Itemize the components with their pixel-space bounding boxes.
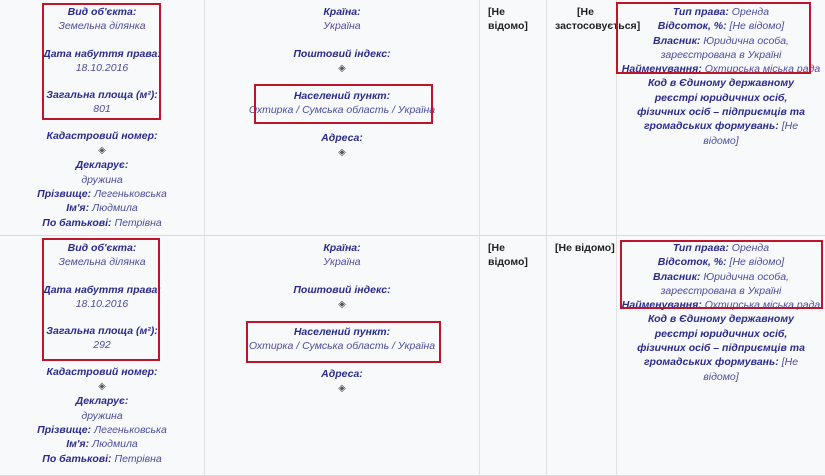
owner-name-value: Охтирська міська рада (704, 299, 821, 312)
percent-value: [Не відомо] (729, 20, 785, 33)
col3-cell: [Не відомо] (480, 236, 547, 475)
object-type-value: Земельна ділянка (58, 256, 146, 269)
col4-cell: [Не відомо] (547, 236, 617, 475)
owner-value: Юридична особа, зареєстрована в Україні (660, 34, 789, 61)
location-cell: Країна: Україна Поштовий індекс: ◈ Насел… (205, 236, 480, 475)
eye-slash-icon: ◈ (98, 145, 106, 157)
postal-label: Поштовий індекс: (293, 47, 391, 60)
owner-name-value: Охтирська міська рада (704, 63, 821, 76)
address-label: Адреса: (321, 131, 363, 144)
object-cell: Вид об'єкта: Земельна ділянка Дата набут… (0, 0, 205, 235)
area-value: 801 (93, 103, 111, 116)
surname-value: Легеньковська (93, 423, 167, 436)
name-label: Ім'я: (66, 202, 90, 215)
object-type-label: Вид об'єкта: (67, 242, 137, 254)
percent-label: Відсоток, %: (657, 256, 727, 269)
owner-label: Власник: (653, 270, 701, 283)
locality-value: Охтирка / Сумська область / Україна (248, 104, 436, 117)
date-value: 18.10.2016 (75, 61, 129, 74)
percent-label: Відсоток, %: (657, 20, 727, 33)
patronymic-value: Петрівна (114, 452, 162, 465)
col4-cell: [Не застосовується] (547, 0, 640, 235)
owner-value: Юридична особа, зареєстрована в Україні (660, 270, 789, 297)
eye-slash-icon: ◈ (338, 62, 346, 74)
code-value: [Не відомо] (703, 356, 799, 383)
cadastral-label: Кадастровий номер: (46, 129, 158, 142)
owner-name-label: Найменування: (621, 63, 702, 76)
country-label: Країна: (323, 242, 361, 254)
rights-cell: Тип права: Оренда Відсоток, %: [Не відом… (617, 236, 825, 475)
declarant-label: Декларує: (75, 159, 129, 172)
declarant-label: Декларує: (75, 395, 129, 408)
code-label: Код в Єдиному державному реєстрі юридичн… (637, 77, 805, 133)
locality-label: Населений пункт: (293, 90, 391, 103)
eye-slash-icon: ◈ (338, 147, 346, 159)
right-type-label: Тип права: (672, 6, 729, 18)
declarant-value: дружина (81, 173, 123, 186)
eye-slash-icon: ◈ (338, 383, 346, 395)
eye-slash-icon: ◈ (338, 298, 346, 310)
name-value: Людмила (92, 438, 138, 451)
right-type-value: Оренда (731, 242, 770, 254)
code-value: [Не відомо] (703, 120, 799, 147)
date-label: Дата набуття права: (43, 47, 161, 60)
name-label: Ім'я: (66, 438, 90, 451)
area-label: Загальна площа (м²): (46, 325, 158, 338)
locality-value: Охтирка / Сумська область / Україна (248, 340, 436, 353)
col3-value: [Не відомо] (488, 6, 528, 33)
object-type-value: Земельна ділянка (58, 20, 146, 33)
table-row: Вид об'єкта: Земельна ділянка Дата набут… (0, 236, 825, 476)
date-value: 18.10.2016 (75, 297, 129, 310)
object-type-label: Вид об'єкта: (67, 6, 137, 18)
surname-value: Легеньковська (93, 187, 167, 200)
cadastral-label: Кадастровий номер: (46, 365, 158, 378)
patronymic-label: По батькові: (42, 452, 112, 465)
area-value: 292 (93, 339, 111, 352)
surname-label: Прізвище: (37, 423, 92, 436)
postal-label: Поштовий індекс: (293, 283, 391, 296)
col3-value: [Не відомо] (488, 242, 528, 269)
eye-slash-icon: ◈ (98, 381, 106, 393)
percent-value: [Не відомо] (729, 256, 785, 269)
right-type-label: Тип права: (672, 242, 729, 254)
surname-label: Прізвище: (37, 187, 92, 200)
country-value: Україна (323, 20, 361, 33)
declarant-value: дружина (81, 409, 123, 422)
area-label: Загальна площа (м²): (46, 89, 158, 102)
table-row: Вид об'єкта: Земельна ділянка Дата набут… (0, 0, 825, 236)
patronymic-value: Петрівна (114, 216, 162, 229)
date-label: Дата набуття права: (43, 283, 161, 296)
patronymic-label: По батькові: (42, 216, 112, 229)
owner-label: Власник: (653, 34, 701, 47)
owner-name-label: Найменування: (621, 299, 702, 312)
col3-cell: [Не відомо] (480, 0, 547, 235)
right-type-value: Оренда (731, 6, 770, 18)
location-cell: Країна: Україна Поштовий індекс: ◈ Насел… (205, 0, 480, 235)
locality-label: Населений пункт: (293, 326, 391, 339)
rights-cell: Тип права: Оренда Відсоток, %: [Не відом… (617, 0, 825, 235)
col4-value: [Не застосовується] (555, 6, 641, 33)
code-label: Код в Єдиному державному реєстрі юридичн… (637, 313, 805, 369)
name-value: Людмила (92, 202, 138, 215)
country-label: Країна: (323, 6, 361, 18)
address-label: Адреса: (321, 367, 363, 380)
col4-value: [Не відомо] (555, 242, 615, 254)
object-cell: Вид об'єкта: Земельна ділянка Дата набут… (0, 236, 205, 475)
country-value: Україна (323, 256, 361, 269)
